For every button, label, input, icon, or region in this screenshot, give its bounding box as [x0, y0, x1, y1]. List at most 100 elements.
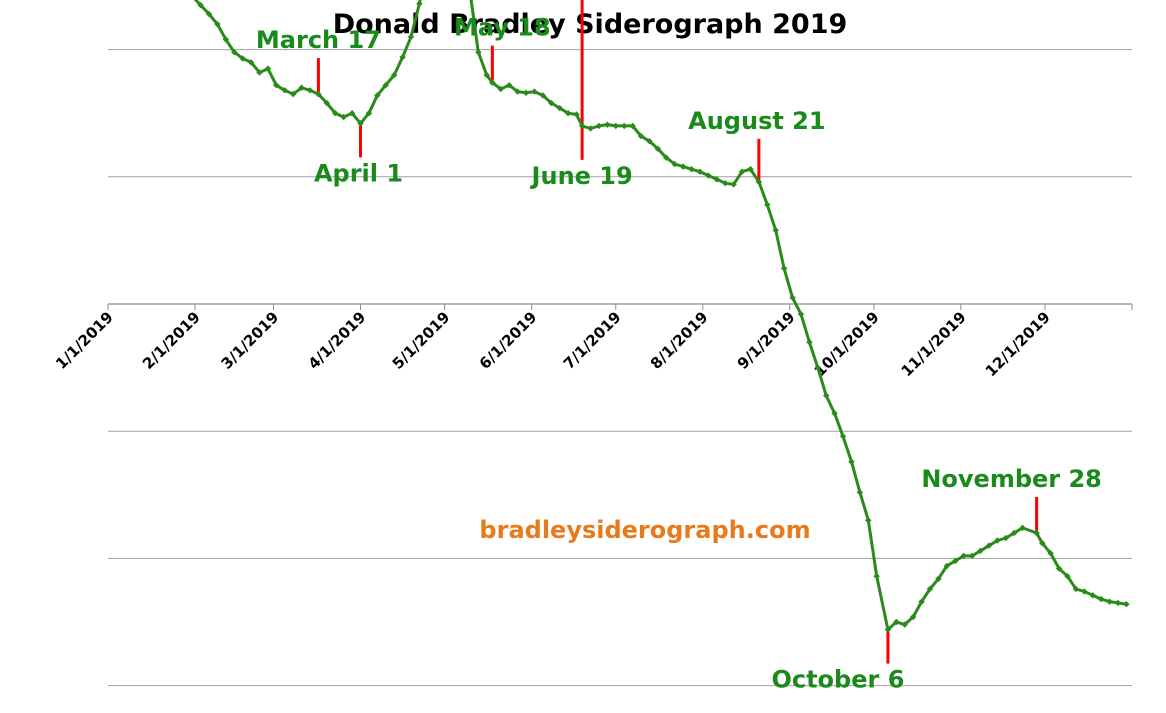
data-point: [1106, 598, 1113, 605]
data-point: [1019, 524, 1026, 532]
gridlines: [108, 49, 1132, 687]
x-tick-label: 11/1/2019: [898, 308, 970, 380]
data-point: [348, 110, 356, 117]
data-point: [935, 575, 942, 582]
data-point: [901, 621, 908, 628]
data-point: [873, 573, 880, 580]
data-point: [637, 132, 645, 140]
x-tick-label: 10/1/2019: [811, 308, 883, 380]
x-tick-label: 5/1/2019: [389, 308, 454, 373]
data-point: [505, 82, 513, 89]
data-point: [1072, 585, 1080, 593]
data-point: [374, 92, 381, 99]
data-point: [722, 179, 729, 187]
data-point: [1033, 529, 1040, 537]
data-point: [595, 122, 603, 130]
x-tick-label: 8/1/2019: [647, 308, 712, 373]
data-point: [806, 338, 813, 346]
data-point: [1097, 595, 1105, 603]
turning-point-label: November 28: [921, 465, 1102, 493]
data-point: [985, 542, 993, 549]
data-point: [654, 145, 662, 153]
data-point: [884, 626, 892, 633]
data-point: [1010, 529, 1018, 537]
data-point: [556, 104, 563, 112]
data-point: [382, 82, 389, 89]
turning-point-label: May 18: [454, 14, 551, 42]
watermark-text: bradleysiderograph.com: [479, 516, 810, 544]
data-point: [1047, 550, 1054, 557]
data-point: [281, 87, 288, 94]
data-point: [1055, 565, 1063, 572]
data-point: [306, 87, 314, 94]
data-point: [365, 110, 373, 117]
data-point: [772, 227, 779, 234]
x-axis: 1/1/2019 2/1/2019 3/1/2019 4/1/2019 5/1/2019…: [52, 303, 1133, 380]
x-tick-label: 4/1/2019: [305, 308, 370, 373]
data-point: [893, 618, 900, 626]
data-point: [315, 90, 322, 98]
data-point: [994, 537, 1001, 544]
data-point: [764, 201, 771, 208]
data-point: [256, 69, 263, 76]
data-point: [1123, 600, 1130, 608]
data-point: [696, 168, 704, 175]
data-point: [797, 310, 805, 318]
data-point: [1039, 539, 1046, 547]
data-point: [629, 122, 636, 130]
data-point: [831, 410, 838, 417]
data-point: [1064, 573, 1071, 580]
data-point: [489, 79, 496, 86]
chart-title: Donald Bradley Siderograph 2019: [333, 9, 848, 40]
turning-point-label: March 17: [256, 26, 381, 54]
data-point: [407, 33, 415, 41]
data-point: [856, 489, 864, 496]
data-point: [197, 1, 204, 9]
data-point: [1114, 599, 1122, 607]
data-point: [789, 294, 796, 301]
annotation-markers: [316, 0, 1039, 664]
turning-point-label: April 1: [314, 159, 403, 187]
data-point: [1089, 592, 1096, 599]
data-point: [977, 547, 984, 554]
x-tick-label: 9/1/2019: [734, 308, 799, 373]
data-point: [755, 178, 763, 186]
data-point: [612, 122, 619, 130]
data-point: [679, 163, 687, 170]
data-point: [497, 85, 504, 93]
data-point: [399, 54, 406, 61]
data-point: [730, 181, 737, 188]
x-tick-label: 12/1/2019: [982, 308, 1054, 380]
data-point: [264, 65, 272, 72]
data-point: [909, 613, 917, 621]
data-point: [663, 154, 670, 161]
data-point: [839, 433, 847, 440]
data-point: [646, 137, 653, 145]
data-point: [357, 120, 364, 127]
data-point: [865, 517, 872, 524]
data-point: [390, 71, 398, 79]
data-point: [823, 392, 830, 399]
x-tick-label: 1/1/2019: [52, 308, 117, 373]
data-point: [231, 48, 238, 56]
data-point: [705, 172, 712, 179]
data-point: [214, 20, 221, 28]
x-tick-label: 6/1/2019: [476, 308, 541, 373]
data-point: [780, 265, 788, 272]
data-point: [298, 84, 305, 91]
data-point: [340, 113, 347, 121]
data-point: [222, 36, 230, 43]
data-point: [814, 364, 821, 371]
data-point: [578, 122, 586, 130]
data-point: [848, 458, 855, 465]
data-point: [475, 48, 482, 56]
x-tick-label: 3/1/2019: [218, 308, 283, 373]
data-point: [416, 0, 423, 8]
turning-point-label: August 21: [688, 107, 825, 135]
data-point: [205, 10, 213, 18]
data-point: [738, 168, 746, 175]
data-point: [247, 59, 255, 66]
data-point: [522, 89, 530, 97]
data-point: [289, 90, 297, 98]
